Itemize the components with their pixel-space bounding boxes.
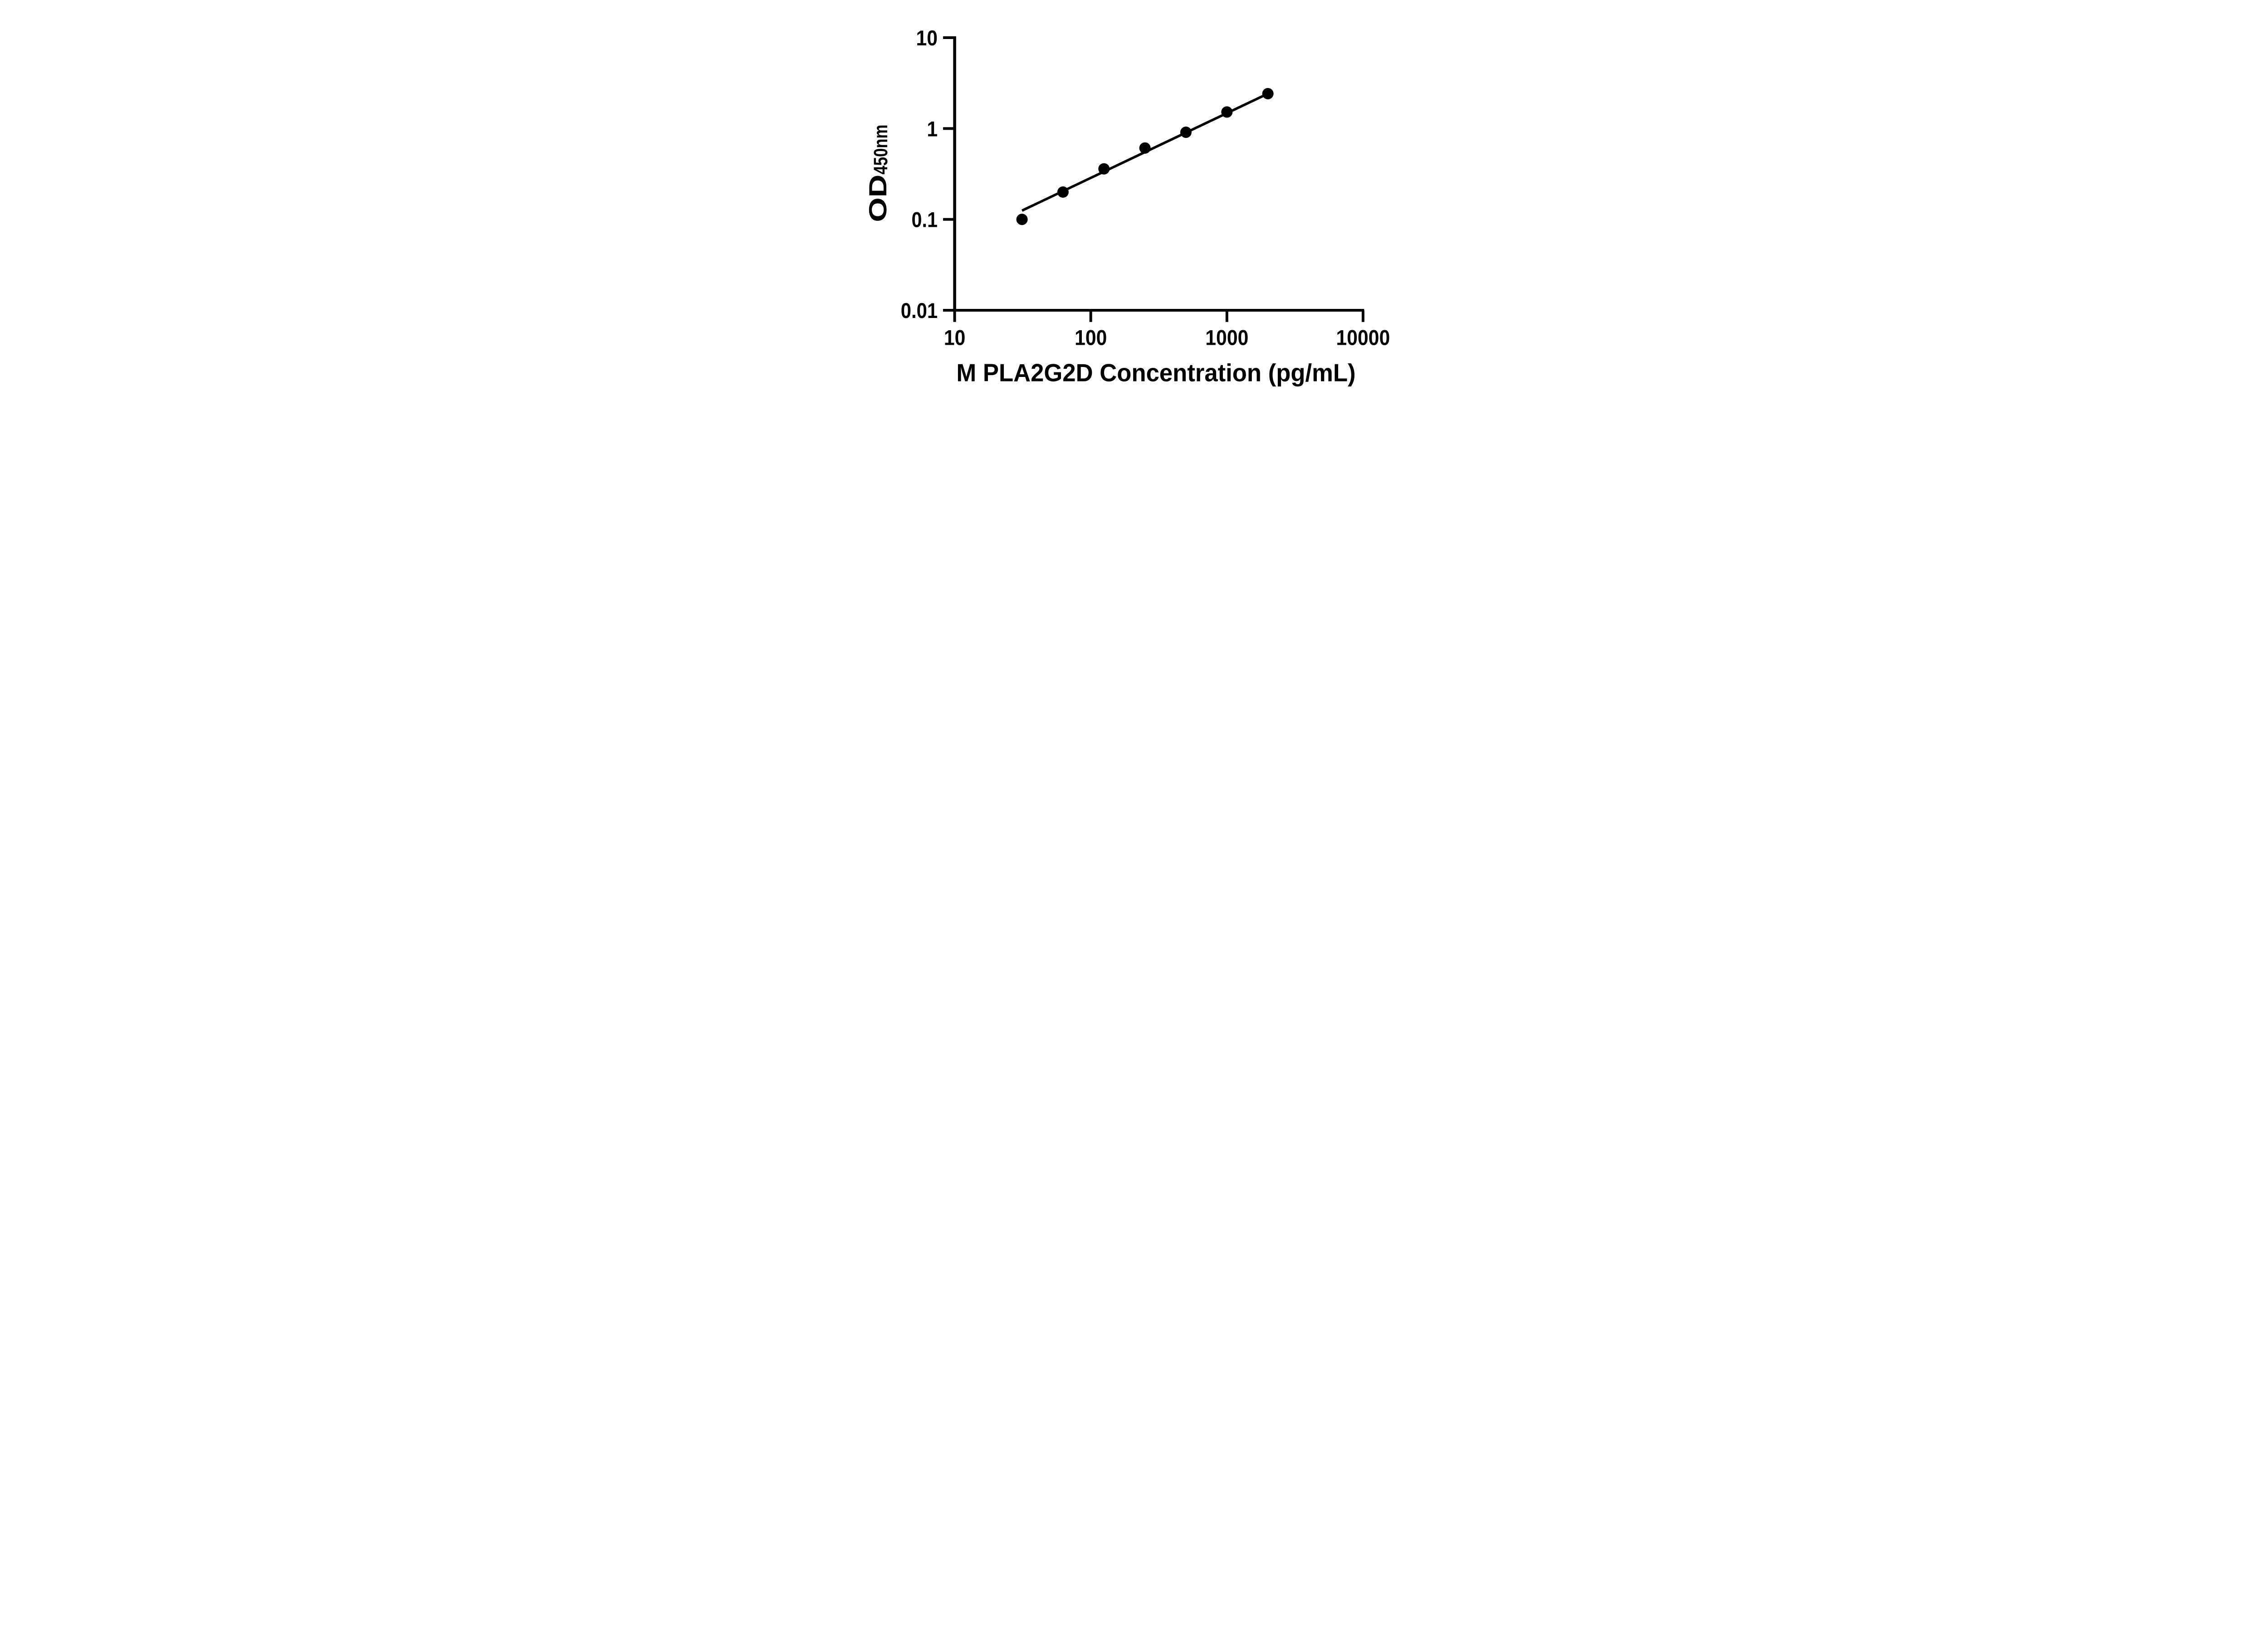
y-axis-title: OD 450nm: [864, 125, 892, 222]
data-point-1: [1016, 214, 1028, 225]
x-tick-label-10: 10: [944, 326, 966, 350]
x-axis-title: M PLA2G2D Concentration (pg/mL): [956, 358, 1355, 386]
data-point-7: [1262, 88, 1274, 99]
data-point-6: [1221, 106, 1233, 118]
y-tick-label-1: 1: [927, 117, 938, 141]
tick-layer: [943, 36, 1364, 322]
standard-curve-figure: 10 1 0.1 0.01 10 100 1000 10000 M PLA2G2D Conce…: [842, 0, 1426, 409]
y-tick-label-0.1: 0.1: [912, 208, 938, 232]
data-point-2: [1057, 186, 1069, 198]
axes-layer: [943, 36, 1364, 312]
y-axis-title-main: OD: [864, 175, 892, 222]
data-point-4: [1139, 142, 1151, 154]
x-tick-label-1000: 1000: [1205, 326, 1248, 350]
y-axis-title-subscript: 450nm: [870, 125, 892, 175]
data-point-3: [1098, 163, 1110, 175]
x-tick-label-100: 100: [1075, 326, 1107, 350]
series-layer: [1016, 88, 1274, 225]
y-tick-label-10: 10: [916, 26, 938, 50]
x-tick-label-10000: 10000: [1336, 326, 1390, 350]
data-point-5: [1180, 127, 1192, 138]
y-tick-label-0.01: 0.01: [901, 299, 938, 323]
